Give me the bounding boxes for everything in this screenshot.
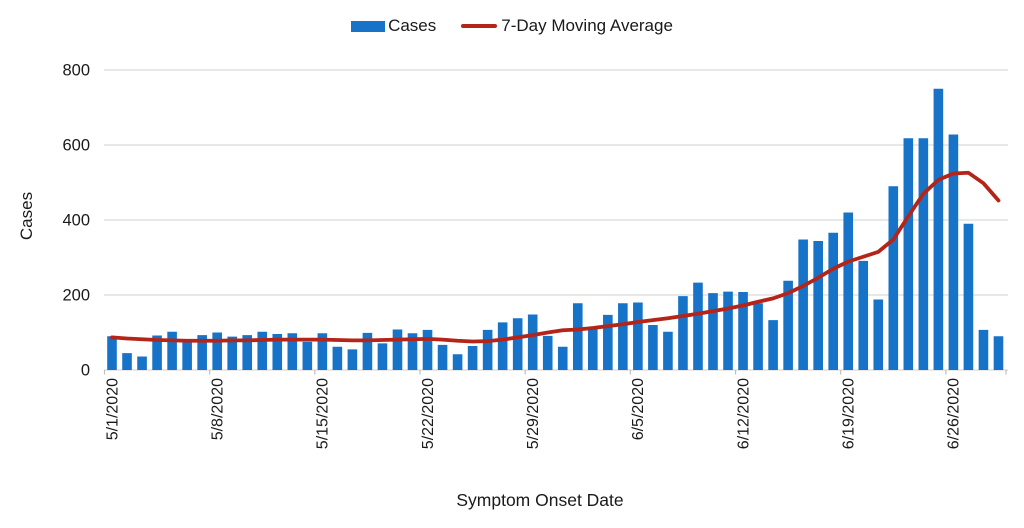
legend-moving-average-swatch xyxy=(461,24,498,28)
x-tick-label: 5/8/2020 xyxy=(209,378,226,440)
cases-bar xyxy=(137,356,147,370)
cases-bar xyxy=(663,331,673,370)
cases-bar xyxy=(392,329,403,370)
cases-bar xyxy=(873,299,884,370)
cases-bar xyxy=(843,212,854,370)
cases-bar xyxy=(497,322,508,370)
cases-bar xyxy=(167,331,177,370)
cases-bar xyxy=(557,346,568,370)
cases-bar xyxy=(287,333,298,370)
cases-bar xyxy=(347,349,358,370)
cases-bar xyxy=(212,332,222,370)
cases-bar xyxy=(828,232,838,370)
cases-bar xyxy=(708,293,718,370)
cases-bar xyxy=(107,336,117,370)
cases-bar xyxy=(317,333,328,370)
x-tick-label: 5/22/2020 xyxy=(420,378,437,449)
cases-bar xyxy=(332,346,343,370)
x-tick-label: 6/12/2020 xyxy=(735,378,752,449)
cases-bar xyxy=(978,329,989,370)
legend-cases-swatch xyxy=(351,20,386,32)
x-tick-label: 5/1/2020 xyxy=(104,378,121,440)
cases-bar xyxy=(542,335,553,370)
y-tick-label: 800 xyxy=(62,62,90,80)
cases-bar xyxy=(963,223,974,370)
cases-bar xyxy=(377,343,388,370)
y-tick-label: 400 xyxy=(62,212,90,230)
cases-bar xyxy=(753,303,763,370)
cases-bar xyxy=(422,329,433,370)
x-tick-label: 5/29/2020 xyxy=(525,378,542,449)
cases-bar xyxy=(993,336,1004,370)
cases-bar xyxy=(693,282,703,370)
cases-bar xyxy=(948,134,959,370)
cases-bar xyxy=(512,318,523,370)
cases-bar xyxy=(362,332,373,370)
cases-bar xyxy=(572,303,583,370)
x-tick-label: 6/26/2020 xyxy=(946,378,963,449)
cases-bar xyxy=(633,302,643,370)
cases-bar xyxy=(888,186,899,370)
cases-bar xyxy=(197,335,207,370)
legend-moving-average-label: 7-Day Moving Average xyxy=(501,16,673,35)
y-tick-label: 0 xyxy=(81,362,90,380)
cases-bar xyxy=(257,331,268,370)
cases-bar xyxy=(813,241,823,370)
cases-bar xyxy=(768,320,778,370)
cases-bar xyxy=(467,346,478,370)
cases-bar xyxy=(272,334,283,370)
x-tick-label: 6/5/2020 xyxy=(630,378,647,440)
x-tick-label: 5/15/2020 xyxy=(315,378,332,449)
legend-cases-label: Cases xyxy=(388,16,437,35)
x-axis-title: Symptom Onset Date xyxy=(456,490,624,510)
y-tick-label: 600 xyxy=(62,137,90,155)
cases-bar xyxy=(933,88,944,370)
cases-bar xyxy=(588,326,598,370)
x-tick-label: 6/19/2020 xyxy=(841,378,858,449)
cases-bar xyxy=(738,292,748,370)
cases-bar xyxy=(152,335,162,370)
y-tick-label: 200 xyxy=(62,287,90,305)
legend: Cases 7-Day Moving Average xyxy=(0,16,1024,36)
cases-bar xyxy=(527,314,538,370)
cases-bar xyxy=(302,341,313,370)
cases-bar xyxy=(482,329,493,370)
cases-bar xyxy=(242,335,253,370)
cases-bar xyxy=(603,314,613,370)
moving-average-line xyxy=(110,170,1001,344)
cases-bar xyxy=(723,291,733,370)
cases-bar xyxy=(903,138,914,370)
cases-bar xyxy=(122,353,132,370)
cases-bar xyxy=(858,260,869,370)
cases-bar xyxy=(678,296,688,370)
cases-bar xyxy=(798,239,808,370)
cases-bar xyxy=(407,333,418,370)
cases-bar xyxy=(182,341,192,370)
cases-bar xyxy=(783,280,793,370)
cases-bar xyxy=(918,138,929,370)
cases-bar xyxy=(618,303,628,370)
cases-bar xyxy=(227,336,237,370)
cases-bar xyxy=(437,344,448,370)
cases-bar xyxy=(648,325,658,370)
cases-bar xyxy=(452,354,463,370)
